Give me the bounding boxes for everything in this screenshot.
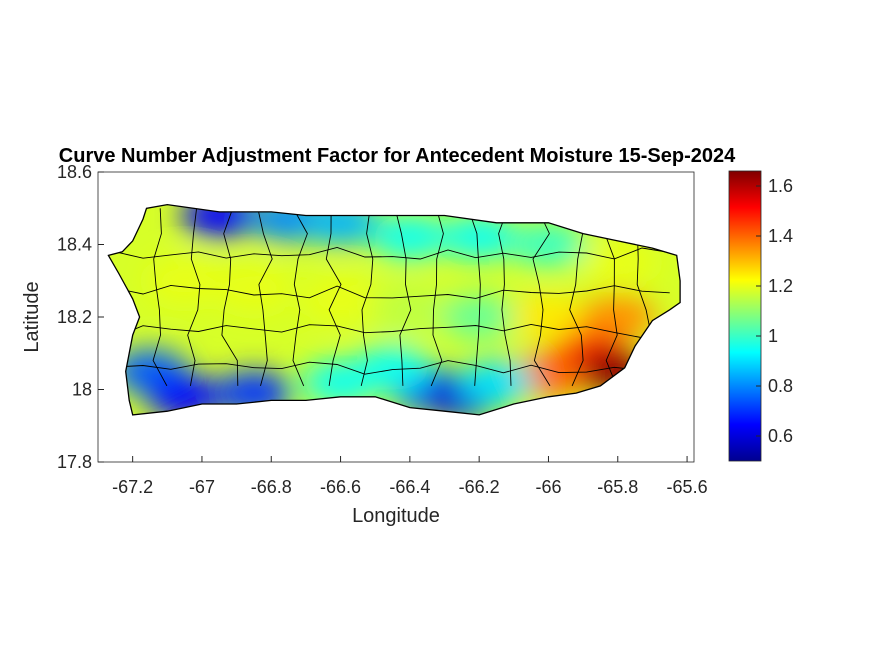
x-tick-label: -66.4 [389, 477, 430, 497]
municipality-boundary [115, 323, 670, 339]
heatmap-cell [441, 215, 518, 260]
municipality-boundary [115, 360, 670, 376]
colorbar-tick-label: 1.4 [768, 226, 793, 246]
municipality-boundary [152, 208, 168, 387]
y-tick-label: 18.4 [57, 235, 92, 255]
x-axis-ticks: -67.2 -67 -66.8 -66.6 -66.4 -66.2 -66 -65.8 -65.… [112, 456, 708, 497]
heatmap-cell [371, 215, 448, 260]
heatmap-cell [146, 258, 223, 303]
chart-title: Curve Number Adjustment Factor for Antec… [59, 145, 736, 167]
colorbar-tick-label: 1.6 [768, 176, 793, 196]
x-tick-label: -66 [535, 477, 561, 497]
x-tick-label: -66.8 [251, 477, 292, 497]
municipality-boundary [532, 208, 551, 387]
heatmap-cell [579, 295, 656, 339]
x-tick-label: -67 [189, 477, 215, 497]
x-tick-label: -66.6 [320, 477, 361, 497]
moisture-heatmap [108, 204, 681, 415]
heatmap-cell [579, 240, 656, 285]
heatmap-cell [510, 295, 587, 339]
municipality-boundary [325, 208, 342, 386]
heatmap-cell [354, 345, 431, 390]
municipality-boundary [569, 208, 584, 387]
x-tick-label: -65.6 [667, 477, 708, 497]
heatmap-cell [510, 222, 587, 267]
municipality-boundary [221, 208, 239, 386]
municipality-boundary [430, 208, 444, 387]
municipality-boundary [257, 208, 273, 387]
heatmap-cell [181, 204, 258, 238]
heatmap-blobs [112, 204, 656, 415]
x-tick-label: -67.2 [112, 477, 153, 497]
x-axis-label: Longitude [352, 505, 440, 527]
municipality-boundary [187, 208, 201, 386]
y-tick-label: 17.8 [57, 452, 92, 472]
y-tick-label: 18.6 [57, 162, 92, 182]
municipality-boundary [498, 208, 512, 386]
y-axis-label: Latitude [21, 281, 43, 352]
municipality-boundary [115, 247, 670, 260]
heatmap-cell [371, 287, 448, 332]
municipality-boundary [115, 284, 670, 299]
x-tick-label: -65.8 [597, 477, 638, 497]
municipality-boundary [360, 208, 374, 387]
heatmap-cell [215, 266, 292, 310]
colorbar-ticks: 0.6 0.8 1 1.2 1.4 1.6 [756, 176, 793, 446]
heatmap-cell [458, 360, 535, 405]
y-tick-label: 18 [72, 380, 92, 400]
colorbar-tick-label: 0.8 [768, 376, 793, 396]
island-outline [107, 203, 681, 416]
colorbar [728, 170, 762, 462]
x-tick-label: -66.2 [459, 477, 500, 497]
heatmap-cell [302, 276, 379, 321]
colorbar-tick-label: 0.6 [768, 426, 793, 446]
colorbar-tick-label: 1 [768, 326, 778, 346]
y-axis-ticks: 17.8 18 18.2 18.4 18.6 [57, 162, 104, 472]
y-tick-label: 18.2 [57, 307, 92, 327]
colorbar-tick-label: 1.2 [768, 276, 793, 296]
municipality-boundary [292, 208, 308, 387]
